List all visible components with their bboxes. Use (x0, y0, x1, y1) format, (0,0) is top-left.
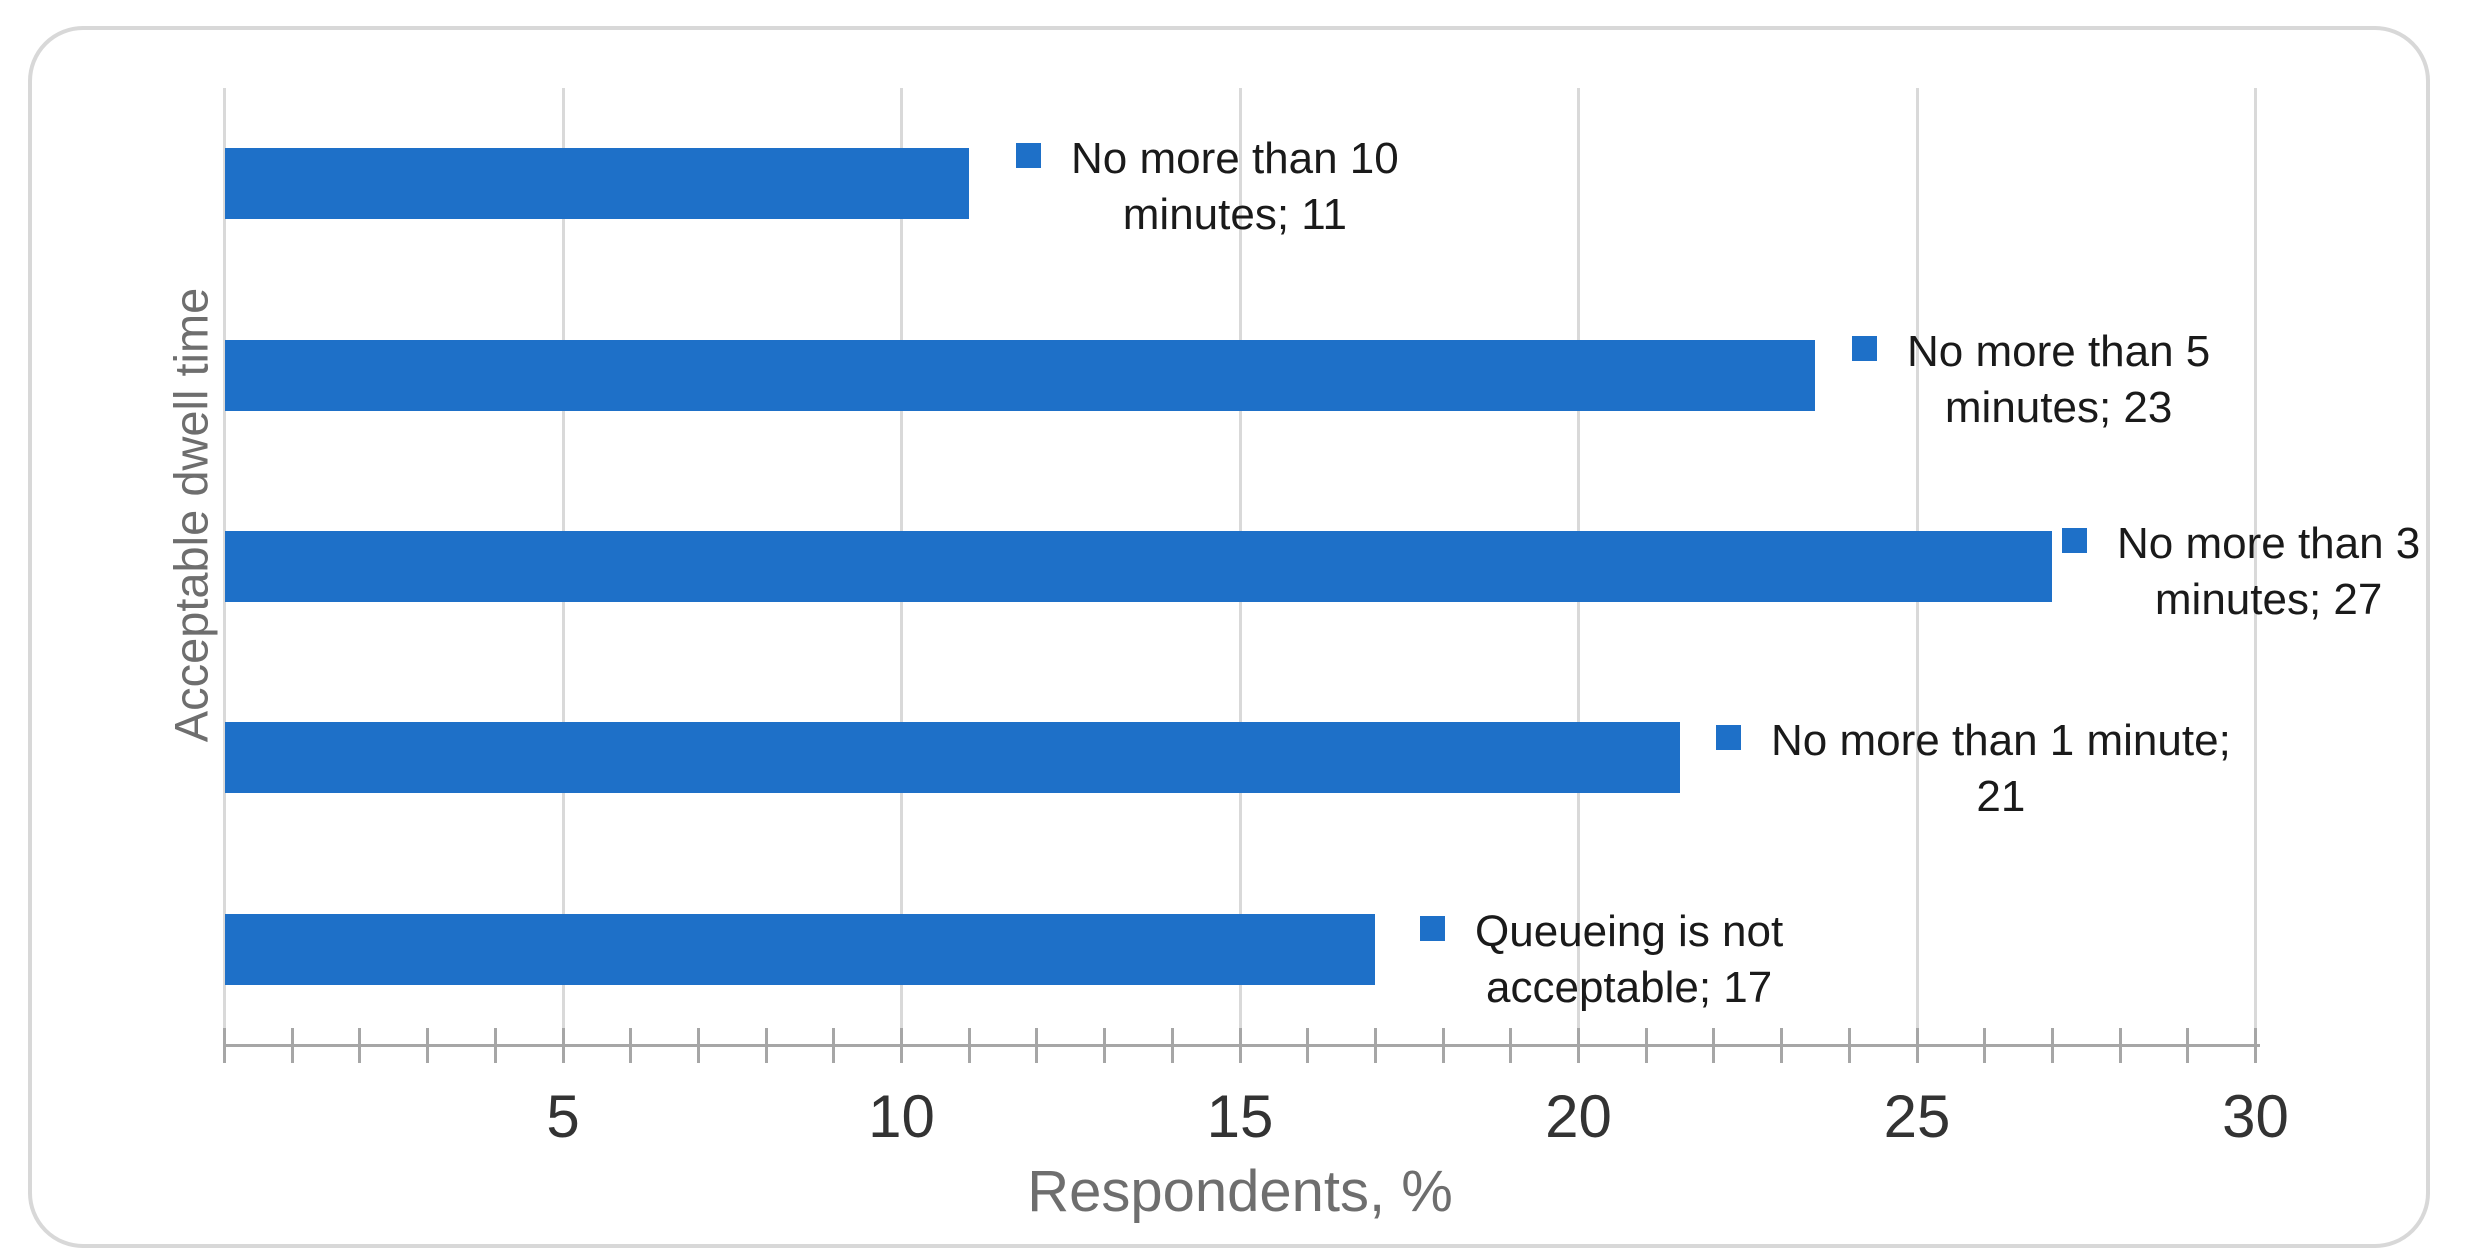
gridline-30 (2254, 88, 2257, 1045)
x-axis-tick-label-30: 30 (2222, 1083, 2289, 1150)
data-label-line1: No more than 3 (2117, 519, 2421, 568)
data-label-marker-icon (1420, 916, 1445, 941)
data-label-text: No more than 5 minutes; 23 (1907, 324, 2210, 436)
data-label-line2: acceptable; 17 (1486, 963, 1773, 1012)
data-label-text: Queueing is not acceptable; 17 (1475, 904, 1783, 1016)
bar-no-more-than-3-minutes (224, 531, 2053, 602)
data-label-marker-icon (1016, 143, 1041, 168)
bar-queueing-is-not-acceptable (224, 913, 1376, 985)
data-label-line1: No more than 10 (1071, 134, 1399, 183)
x-axis-tick-label-5: 5 (546, 1083, 580, 1150)
data-label-4: Queueing is not acceptable; 17 (1420, 904, 1783, 1016)
data-label-marker-icon (1716, 725, 1741, 750)
x-axis-tick-label-10: 10 (868, 1083, 935, 1150)
data-label-line2: minutes; 23 (1944, 383, 2173, 432)
data-label-text: No more than 3 minutes; 27 (2117, 516, 2420, 628)
data-label-1: No more than 5 minutes; 23 (1852, 324, 2210, 436)
y-axis-title: Acceptable dwell time (164, 287, 218, 743)
x-axis-tick-label-15: 15 (1206, 1083, 1274, 1150)
data-label-2: No more than 3 minutes; 27 (2062, 516, 2420, 628)
data-label-text: No more than 10 minutes; 11 (1071, 131, 1399, 243)
data-label-0: No more than 10 minutes; 11 (1016, 131, 1399, 243)
data-label-marker-icon (2062, 528, 2087, 553)
bar-no-more-than-10-minutes (224, 148, 970, 220)
data-label-text: No more than 1 minute; 21 (1771, 713, 2231, 825)
data-label-line1: Queueing is not (1475, 907, 1784, 956)
x-axis-line (222, 1043, 2260, 1047)
x-axis-tick-label-25: 25 (1883, 1083, 1951, 1150)
data-label-line1: No more than 1 minute; (1771, 716, 2231, 765)
data-label-marker-icon (1852, 336, 1877, 361)
x-axis-tick-label-20: 20 (1545, 1083, 1612, 1150)
data-label-3: No more than 1 minute; 21 (1716, 713, 2231, 825)
x-axis-title: Respondents, % (1027, 1159, 1453, 1224)
bar-no-more-than-1-minute (224, 722, 1681, 794)
data-label-line2: minutes; 27 (2154, 575, 2383, 624)
data-label-line1: No more than 5 (1907, 327, 2211, 376)
data-label-line2: 21 (1976, 772, 2026, 821)
data-label-line2: minutes; 11 (1122, 190, 1347, 239)
bar-no-more-than-5-minutes (224, 339, 1816, 411)
